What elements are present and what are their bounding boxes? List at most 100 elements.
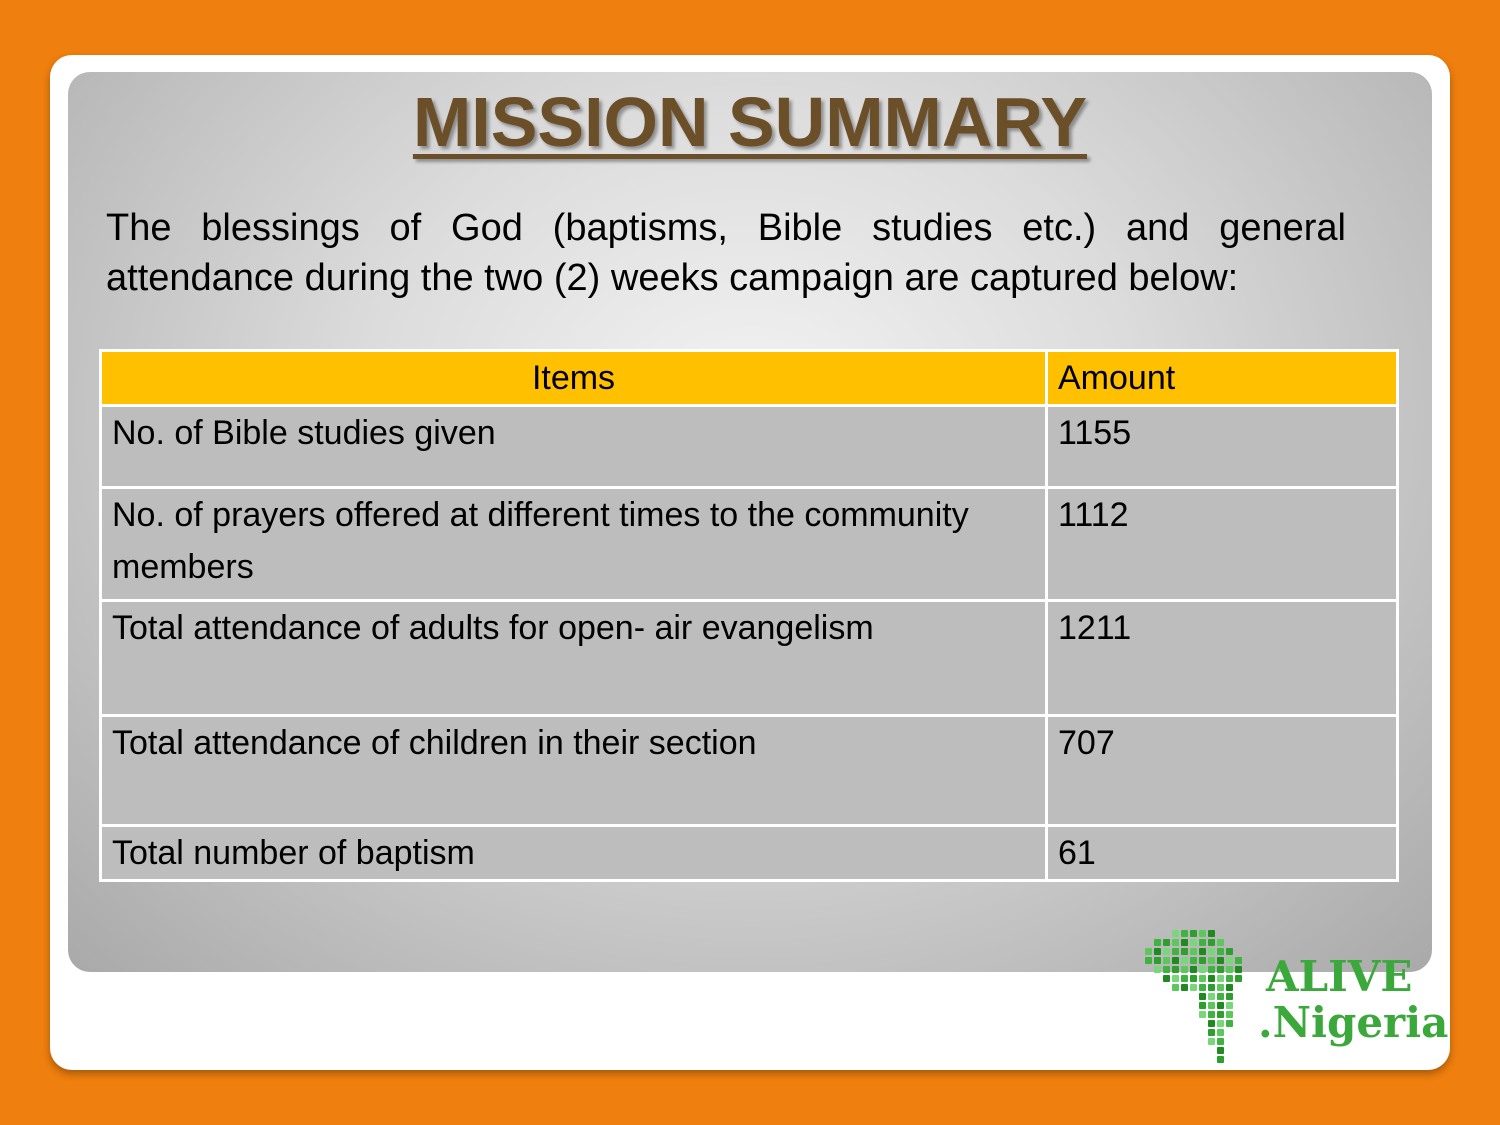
- logo-dot: [1181, 930, 1188, 937]
- logo-dot: [1181, 984, 1188, 991]
- logo-dot: [1190, 948, 1197, 955]
- logo-dot: [1181, 957, 1188, 964]
- logo-dot: [1199, 948, 1206, 955]
- logo-dot: [1154, 939, 1161, 946]
- logo-dot: [1208, 984, 1215, 991]
- logo-dot: [1172, 939, 1179, 946]
- logo-dot: [1190, 984, 1197, 991]
- logo-dot: [1217, 1020, 1224, 1027]
- logo-dot: [1226, 984, 1233, 991]
- logo-dot: [1199, 966, 1206, 973]
- logo-dot: [1181, 966, 1188, 973]
- row: No. of Bible studies given 1155: [99, 404, 1399, 489]
- logo-dot: [1226, 1011, 1233, 1018]
- logo-dot: [1199, 939, 1206, 946]
- logo-dot: [1226, 948, 1233, 955]
- logo-dot: [1208, 930, 1215, 937]
- logo-dot: [1208, 1020, 1215, 1027]
- logo-dot: [1190, 930, 1197, 937]
- logo-dot: [1163, 975, 1170, 982]
- logo-dot: [1217, 1056, 1224, 1063]
- logo-dot: [1217, 1047, 1224, 1054]
- header-cell: Items: [99, 349, 1048, 407]
- logo-dot: [1199, 957, 1206, 964]
- cell: Total attendance of adults for open- air…: [99, 599, 1048, 717]
- logo-dot: [1163, 966, 1170, 973]
- row: Total attendance of children in their se…: [99, 714, 1399, 827]
- logo-dot: [1208, 939, 1215, 946]
- logo-dot: [1172, 957, 1179, 964]
- logo-dot: [1208, 1029, 1215, 1036]
- header-row: Items Amount: [99, 349, 1399, 407]
- logo-dot: [1217, 1038, 1224, 1045]
- logo-map: [1145, 930, 1242, 1063]
- cell: 61: [1045, 824, 1399, 882]
- logo-dot: [1199, 1011, 1206, 1018]
- logo-dot: [1217, 966, 1224, 973]
- row: No. of prayers offered at different time…: [99, 486, 1399, 602]
- logo-dot: [1235, 966, 1242, 973]
- cell: No. of prayers offered at different time…: [99, 486, 1048, 602]
- logo-dot: [1199, 930, 1206, 937]
- logo-dot: [1199, 1002, 1206, 1009]
- cell: Total number of baptism: [99, 824, 1048, 882]
- cell: 1155: [1045, 404, 1399, 489]
- logo-dot: [1208, 1038, 1215, 1045]
- logo-dot: [1181, 948, 1188, 955]
- logo-dot: [1181, 975, 1188, 982]
- cell: 1211: [1045, 599, 1399, 717]
- logo-dot: [1226, 975, 1233, 982]
- cell: Total attendance of children in their se…: [99, 714, 1048, 827]
- logo-dot: [1235, 957, 1242, 964]
- cell: 707: [1045, 714, 1399, 827]
- logo-dot: [1226, 1020, 1233, 1027]
- intro-text: The blessings of God (baptisms, Bible st…: [106, 207, 1346, 299]
- cell: 1112: [1045, 486, 1399, 602]
- logo-dot: [1145, 957, 1152, 964]
- logo-dot: [1199, 975, 1206, 982]
- logo-dot: [1172, 975, 1179, 982]
- logo-dot: [1208, 957, 1215, 964]
- logo-text: .Nigeria: [1258, 998, 1449, 1047]
- logo-text: ALIVE: [1266, 952, 1413, 1001]
- logo-dot: [1226, 993, 1233, 1000]
- logo-dot: [1208, 1011, 1215, 1018]
- logo-dot: [1154, 948, 1161, 955]
- logo-dot: [1154, 966, 1161, 973]
- logo-dot: [1217, 1029, 1224, 1036]
- logo-dot: [1163, 948, 1170, 955]
- logo-dot: [1154, 957, 1161, 964]
- logo-dot: [1217, 993, 1224, 1000]
- logo-dot: [1199, 993, 1206, 1000]
- row: Total number of baptism 61: [99, 824, 1399, 882]
- logo-dot: [1217, 948, 1224, 955]
- logo-dot: [1217, 939, 1224, 946]
- logo-dot: [1172, 984, 1179, 991]
- logo-dot: [1217, 1011, 1224, 1018]
- logo-dot: [1226, 1002, 1233, 1009]
- logo-dot: [1190, 957, 1197, 964]
- logo-dot: [1172, 930, 1179, 937]
- logo-dot: [1163, 957, 1170, 964]
- logo-dot: [1172, 948, 1179, 955]
- row: Total attendance of adults for open- air…: [99, 599, 1399, 717]
- logo-dot: [1217, 1002, 1224, 1009]
- logo-dot: [1199, 984, 1206, 991]
- logo-dot: [1145, 948, 1152, 955]
- logo-dot: [1208, 966, 1215, 973]
- logo-dot: [1190, 975, 1197, 982]
- logo-dot: [1208, 993, 1215, 1000]
- logo-dot: [1217, 957, 1224, 964]
- logo-dot: [1217, 975, 1224, 982]
- logo-dot: [1226, 966, 1233, 973]
- logo-dot: [1181, 939, 1188, 946]
- logo-dot: [1163, 939, 1170, 946]
- logo-dot: [1190, 966, 1197, 973]
- logo-dot: [1172, 966, 1179, 973]
- logo-dot: [1208, 1002, 1215, 1009]
- logo-dot: [1208, 975, 1215, 982]
- header-cell: Amount: [1045, 349, 1399, 407]
- title: MISSION SUMMARY: [412, 83, 1088, 161]
- logo-dot: [1235, 975, 1242, 982]
